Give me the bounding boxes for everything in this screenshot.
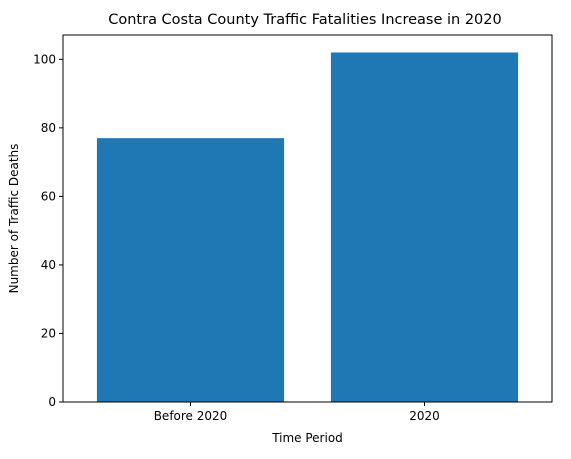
x-tick-label-1: 2020 xyxy=(409,409,440,423)
bar-1 xyxy=(330,52,519,402)
x-tick-label-0: Before 2020 xyxy=(154,409,228,423)
y-tick-label-3: 60 xyxy=(41,189,56,203)
chart-title: Contra Costa County Traffic Fatalities I… xyxy=(108,12,502,28)
y-tick-label-4: 80 xyxy=(41,121,56,135)
y-tick-label-5: 100 xyxy=(33,52,56,66)
y-axis-label: Number of Traffic Deaths xyxy=(7,144,21,294)
y-tick-label-2: 40 xyxy=(41,258,56,272)
y-tick-label-1: 20 xyxy=(41,326,56,340)
y-axis-ticks: 0 20 40 60 80 100 xyxy=(33,52,63,409)
x-axis-label: Time Period xyxy=(271,431,343,445)
bars-layer xyxy=(96,52,519,402)
x-axis-ticks: Before 2020 2020 xyxy=(154,402,440,423)
plot-frame xyxy=(62,34,553,403)
bar-0 xyxy=(96,138,285,402)
y-tick-label-0: 0 xyxy=(48,395,56,409)
